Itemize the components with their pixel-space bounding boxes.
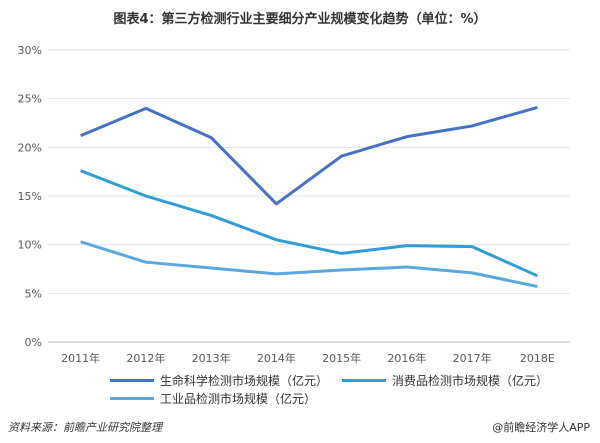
legend-item-life-science: 生命科学检测市场规模（亿元） xyxy=(110,372,328,389)
series-line-1 xyxy=(80,169,538,278)
y-tick-label: 25% xyxy=(18,93,42,106)
y-tick-label: 30% xyxy=(18,44,42,57)
x-axis-ticks: 2011年 2012年 2013年 2014年 2015年 2016年 2017年 2018E xyxy=(61,351,555,365)
legend-label-industrial: 工业品检测市场规模（亿元） xyxy=(160,392,317,406)
y-tick-label: 5% xyxy=(25,287,42,300)
brand-mark: @前瞻经济学人APP xyxy=(492,421,590,434)
source-note: 资料来源：前瞻产业研究院整理 xyxy=(8,421,162,434)
legend-swatch-industrial xyxy=(110,397,154,400)
grid-lines xyxy=(48,49,570,343)
legend-label-consumer: 消费品检测市场规模（亿元） xyxy=(392,374,549,388)
y-tick-label: 10% xyxy=(18,239,42,252)
series-lines xyxy=(80,105,538,288)
x-tick-label: 2016年 xyxy=(387,351,426,365)
x-tick-label: 2013年 xyxy=(192,351,231,365)
series-line-0 xyxy=(80,105,538,206)
y-tick-label: 15% xyxy=(18,190,42,203)
x-tick-label: 2014年 xyxy=(257,351,296,365)
y-tick-label: 20% xyxy=(18,141,42,154)
chart-title: 图表4：第三方检测行业主要细分产业规模变化趋势（单位：%） xyxy=(113,12,487,27)
legend-item-industrial: 工业品检测市场规模（亿元） xyxy=(110,390,316,407)
legend-label-life-science: 生命科学检测市场规模（亿元） xyxy=(160,374,329,388)
y-axis-ticks: 0% 5% 10% 15% 20% 25% 30% xyxy=(18,44,42,349)
x-tick-label: 2015年 xyxy=(322,351,361,365)
series-line-2 xyxy=(80,240,538,288)
x-tick-label: 2011年 xyxy=(61,351,100,365)
legend-swatch-life-science xyxy=(110,379,154,382)
y-tick-label: 0% xyxy=(25,336,42,349)
x-tick-label: 2018E xyxy=(520,352,555,365)
x-tick-label: 2012年 xyxy=(126,351,165,365)
x-tick-label: 2017年 xyxy=(453,351,492,365)
legend-item-consumer: 消费品检测市场规模（亿元） xyxy=(342,372,548,389)
legend-swatch-consumer xyxy=(342,379,386,382)
